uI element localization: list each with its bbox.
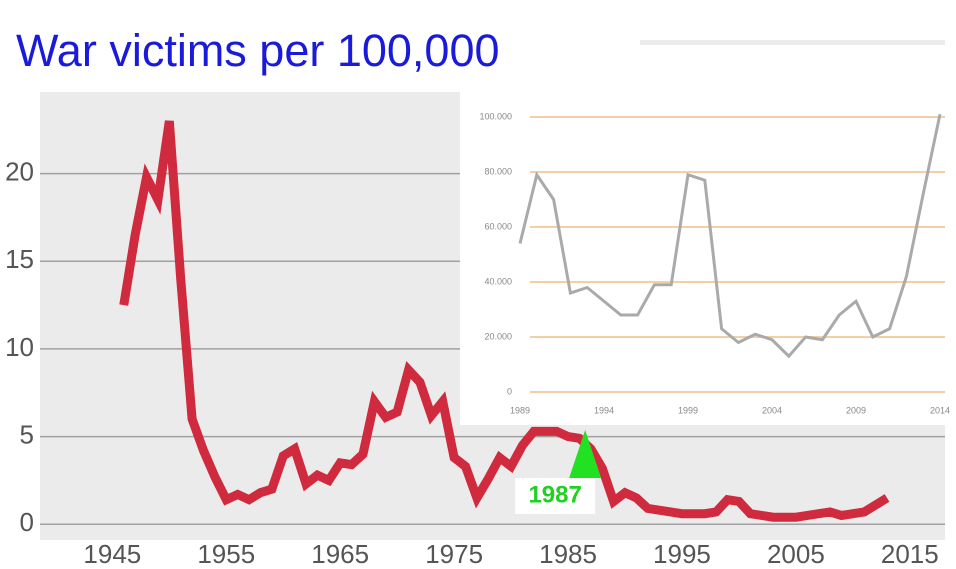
data-line (119, 120, 890, 522)
x-tick-label: 1975 (425, 539, 483, 569)
y-tick-label: 0 (20, 507, 34, 537)
x-tick-label: 1995 (653, 539, 711, 569)
chart-title: War victims per 100,000 (16, 25, 500, 76)
x-tick-label: 2015 (881, 539, 939, 569)
y-tick-label: 100.000 (479, 111, 512, 121)
annotation-box (515, 478, 596, 514)
x-tick-label: 1955 (197, 539, 255, 569)
y-tick-label: 60.000 (484, 221, 512, 231)
x-tick-label: 1989 (510, 405, 530, 415)
inset-chart: 0 20.000 40.000 60.000 80.000 100.000 1989 1994… (479, 111, 950, 415)
y-tick-label: 20 (5, 157, 34, 187)
x-tick-label: 2005 (767, 539, 825, 569)
data-line (518, 113, 942, 359)
annotation: 1987 (515, 430, 602, 514)
x-tick-label: 1945 (83, 539, 141, 569)
x-tick-label: 2004 (762, 405, 782, 415)
y-tick-label: 10 (5, 332, 34, 362)
x-tick-label: 1994 (594, 405, 614, 415)
annotation-label: 1987 (528, 481, 581, 508)
title-box (8, 10, 640, 92)
y-tick-label: 15 (5, 244, 34, 274)
y-tick-label: 5 (20, 419, 34, 449)
y-tick-label: 80.000 (484, 166, 512, 176)
x-tick-label: 1985 (539, 539, 597, 569)
y-tick-label: 0 (507, 386, 512, 396)
x-tick-label: 2014 (930, 405, 950, 415)
x-tick-label: 1965 (311, 539, 369, 569)
main-chart: 0 5 10 15 20 1945 1955 1965 1975 1985 1995 2005 2015 (5, 120, 945, 569)
annotation-arrow (569, 430, 602, 478)
x-tick-label: 2009 (846, 405, 866, 415)
y-tick-label: 40.000 (484, 276, 512, 286)
inset-background (460, 45, 950, 425)
x-tick-label: 1999 (678, 405, 698, 415)
y-tick-label: 20.000 (484, 331, 512, 341)
